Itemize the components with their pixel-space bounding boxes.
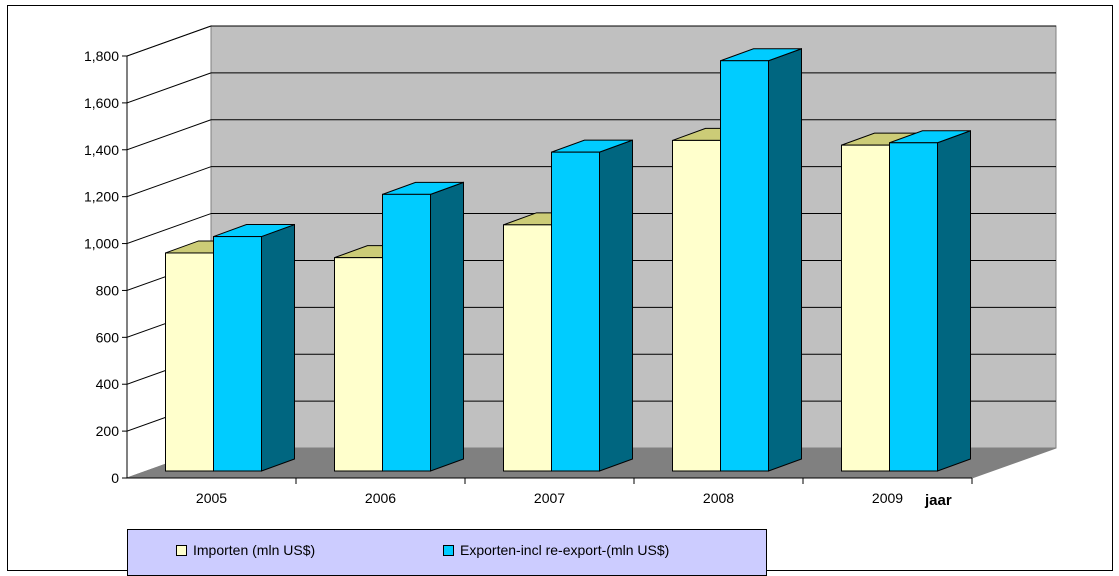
legend-label-importen: Importen (mln US$) xyxy=(193,542,316,558)
legend-item-exporten: Exporten-incl re-export-(mln US$) xyxy=(443,542,669,558)
bar-front xyxy=(889,142,938,472)
bar-front xyxy=(382,193,431,472)
bar xyxy=(382,181,464,472)
bar xyxy=(720,48,802,472)
y-tick-label: 1,600 xyxy=(84,95,119,111)
y-tick-label: 1,800 xyxy=(84,48,119,64)
y-tick-label: 600 xyxy=(96,329,120,345)
bar-front xyxy=(720,60,769,472)
bar xyxy=(889,130,971,472)
legend-swatch-exporten xyxy=(443,544,454,556)
gridline-side xyxy=(126,166,212,198)
bar-front xyxy=(503,224,552,472)
legend-item-importen: Importen (mln US$) xyxy=(176,542,315,558)
bar xyxy=(551,139,633,472)
bar-side xyxy=(430,181,464,472)
bar-front xyxy=(334,257,383,472)
x-tick-label: 2008 xyxy=(703,490,734,506)
x-axis-title: jaar xyxy=(924,492,952,509)
bar-front xyxy=(165,252,214,472)
y-tick-label: 1,000 xyxy=(84,236,119,252)
gridline-side xyxy=(126,119,212,151)
bar-side xyxy=(768,48,802,472)
y-tick-label: 800 xyxy=(96,282,120,298)
gridline-side xyxy=(126,213,212,245)
bar-front xyxy=(551,151,600,472)
gridline-side xyxy=(126,72,212,104)
bar-side xyxy=(937,130,971,472)
bar-front xyxy=(672,139,721,472)
x-tick-label: 2005 xyxy=(196,490,227,506)
x-tick-label: 2006 xyxy=(365,490,396,506)
y-tick-label: 1,200 xyxy=(84,189,119,205)
bar-front xyxy=(213,236,262,472)
y-tick-label: 200 xyxy=(96,423,120,439)
bar-side xyxy=(261,223,295,472)
x-tick-label: 2007 xyxy=(534,490,565,506)
bar-side xyxy=(599,139,633,472)
axes-group: 0 200 400 600 800 1,000 1,200 1,400 1,600 1,800 20… xyxy=(84,48,973,506)
bar xyxy=(213,223,295,472)
bars-group xyxy=(165,48,971,472)
x-tick-label: 2009 xyxy=(872,490,903,506)
y-tick-label: 400 xyxy=(96,376,120,392)
y-tick-label: 1,400 xyxy=(84,142,119,158)
gridline-side xyxy=(126,25,212,57)
bar-front xyxy=(841,144,890,472)
legend: Importen (mln US$) Exporten-incl re-expo… xyxy=(127,529,767,576)
legend-swatch-importen xyxy=(176,544,187,556)
y-tick-label: 0 xyxy=(111,470,119,486)
legend-label-exporten: Exporten-incl re-export-(mln US$) xyxy=(460,542,670,558)
